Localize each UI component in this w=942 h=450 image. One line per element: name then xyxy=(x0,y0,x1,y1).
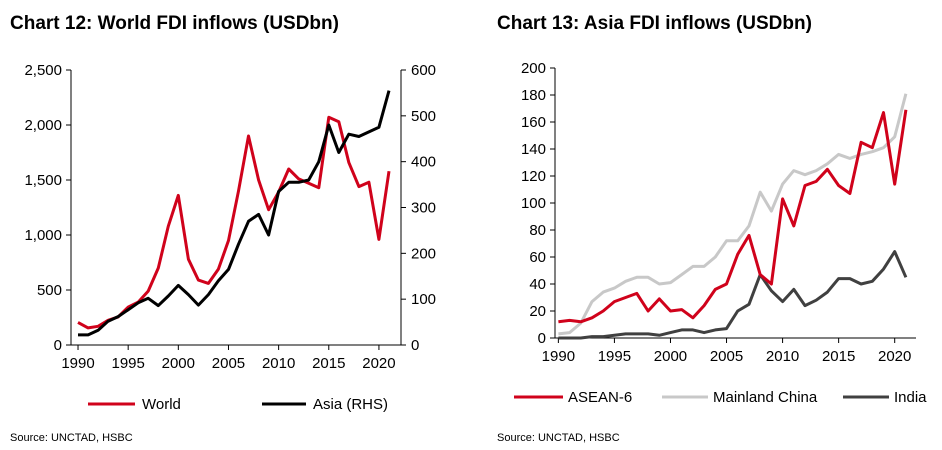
chart-12-right-tick-label: 600 xyxy=(411,62,436,79)
legend-label-world: World xyxy=(142,396,181,413)
chart-12-source: Source: UNCTAD, HSBC xyxy=(10,432,133,444)
chart-13-y-tick-label: 140 xyxy=(521,141,546,158)
chart-13-x-tick-label: 1990 xyxy=(542,348,575,365)
series-line-world xyxy=(77,115,391,330)
legend-label-india: India xyxy=(894,389,927,406)
chart-13-y-tick-label: 0 xyxy=(538,330,546,347)
chart-12-right-tick-label: 200 xyxy=(411,245,436,262)
chart-13-y-tick-label: 160 xyxy=(521,114,546,131)
chart-13-y-tick-label: 60 xyxy=(529,249,546,266)
chart-12-x-tick-label: 2000 xyxy=(162,355,195,372)
chart-13-x-tick-label: 1995 xyxy=(598,348,631,365)
legend-label-asia: Asia (RHS) xyxy=(313,396,388,413)
chart-12-left-tick-label: 500 xyxy=(37,282,62,299)
chart-12-left-tick-label: 0 xyxy=(54,337,62,354)
chart-13-y-tick-label: 40 xyxy=(529,276,546,293)
chart-13-y-tick-label: 180 xyxy=(521,87,546,104)
series-line-asia-rhs xyxy=(78,90,391,337)
chart-12-x-tick-label: 2005 xyxy=(212,355,245,372)
chart-12-left-tick-label: 1,000 xyxy=(24,227,62,244)
legend-label-mainland-china: Mainland China xyxy=(713,389,818,406)
chart-12-right-tick-label: 400 xyxy=(411,154,436,171)
chart-12-title: Chart 12: World FDI inflows (USDbn) xyxy=(10,13,339,34)
chart-12-left-tick-label: 2,500 xyxy=(24,62,62,79)
chart-13-y-tick-label: 200 xyxy=(521,60,546,77)
chart-12-x-tick-label: 2015 xyxy=(312,355,345,372)
chart-13-y-tick-label: 100 xyxy=(521,195,546,212)
chart-12-x-tick-label: 1995 xyxy=(111,355,144,372)
chart-13-x-tick-label: 2010 xyxy=(766,348,799,365)
chart-13-y-tick-label: 120 xyxy=(521,168,546,185)
chart-13-x-tick-label: 2015 xyxy=(822,348,855,365)
chart-12-right-tick-label: 0 xyxy=(411,337,419,354)
chart-13-x-tick-label: 2005 xyxy=(710,348,743,365)
series-line-india xyxy=(558,250,908,340)
chart-13-y-tick-label: 80 xyxy=(529,222,546,239)
chart-12-left-tick-label: 1,500 xyxy=(24,172,62,189)
chart-13: Chart 13: Asia FDI inflows (USDbn) 0 20 40… xyxy=(497,13,927,444)
chart-13-source: Source: UNCTAD, HSBC xyxy=(497,432,620,444)
series-line-asean-6 xyxy=(558,109,908,324)
chart-13-title: Chart 13: Asia FDI inflows (USDbn) xyxy=(497,13,812,34)
chart-12-left-tick-label: 2,000 xyxy=(24,117,62,134)
chart-13-x-tick-label: 2000 xyxy=(654,348,687,365)
legend-label-asean6: ASEAN-6 xyxy=(568,389,632,406)
chart-12-right-tick-label: 300 xyxy=(411,200,436,217)
chart-12-right-tick-label: 100 xyxy=(411,291,436,308)
chart-12: Chart 12: World FDI inflows (USDbn) 0 500… xyxy=(10,13,436,444)
chart-12-right-tick-label: 500 xyxy=(411,108,436,125)
chart-12-x-tick-label: 1990 xyxy=(61,355,94,372)
chart-13-x-tick-label: 2020 xyxy=(878,348,911,365)
chart-12-x-tick-label: 2020 xyxy=(362,355,395,372)
chart-12-x-tick-label: 2010 xyxy=(262,355,295,372)
series-line-mainland-china xyxy=(558,93,908,336)
chart-13-y-tick-label: 20 xyxy=(529,303,546,320)
